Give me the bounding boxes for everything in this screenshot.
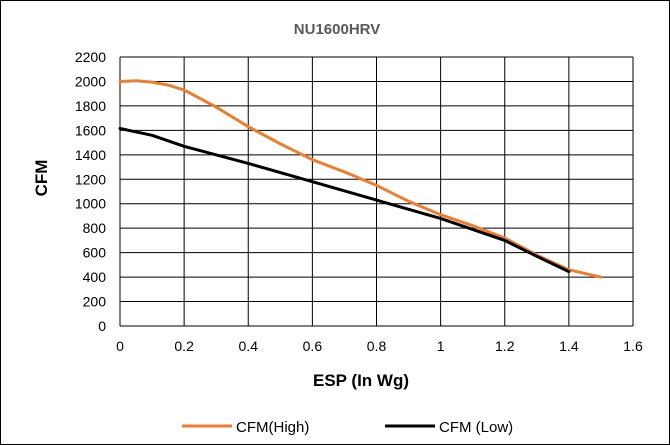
y-tick-label: 1400 — [75, 147, 106, 163]
y-tick-label: 600 — [83, 245, 107, 261]
y-tick-label: 800 — [83, 220, 107, 236]
y-tick-label: 1000 — [75, 196, 106, 212]
legend: CFM(High) CFM (Low) — [182, 419, 513, 436]
x-tick-label: 1 — [437, 338, 445, 354]
y-tick-label: 1200 — [75, 171, 106, 187]
x-axis-ticks: 0 0.2 0.4 0.6 0.8 1 1.2 1.4 1.6 — [116, 338, 643, 354]
y-tick-label: 0 — [98, 318, 106, 334]
series-line-0 — [118, 79, 603, 279]
x-axis-label: ESP (In Wg) — [313, 371, 409, 390]
series-line-1 — [118, 127, 571, 274]
gridlines — [119, 56, 634, 327]
legend-label: CFM (Low) — [439, 419, 513, 436]
x-tick-label: 1.4 — [559, 338, 579, 354]
y-tick-label: 2200 — [75, 49, 106, 65]
x-tick-label: 0.8 — [367, 338, 387, 354]
x-tick-label: 1.2 — [495, 338, 515, 354]
x-tick-label: 1.6 — [623, 338, 643, 354]
y-axis-ticks: 0 200 400 600 800 1000 1200 1400 1600 1800 2000 220… — [75, 49, 106, 334]
x-tick-label: 0.4 — [239, 338, 259, 354]
y-tick-label: 400 — [83, 269, 107, 285]
y-tick-label: 1600 — [75, 122, 106, 138]
legend-label: CFM(High) — [236, 419, 309, 436]
series-lines — [118, 79, 603, 279]
x-tick-label: 0 — [116, 338, 124, 354]
chart-title: NU1600HRV — [294, 21, 380, 38]
y-tick-label: 200 — [83, 294, 107, 310]
x-tick-label: 0.2 — [174, 338, 194, 354]
x-tick-label: 0.6 — [303, 338, 323, 354]
y-axis-label: CFM — [32, 160, 51, 197]
y-tick-label: 1800 — [75, 98, 106, 114]
y-tick-label: 2000 — [75, 73, 106, 89]
